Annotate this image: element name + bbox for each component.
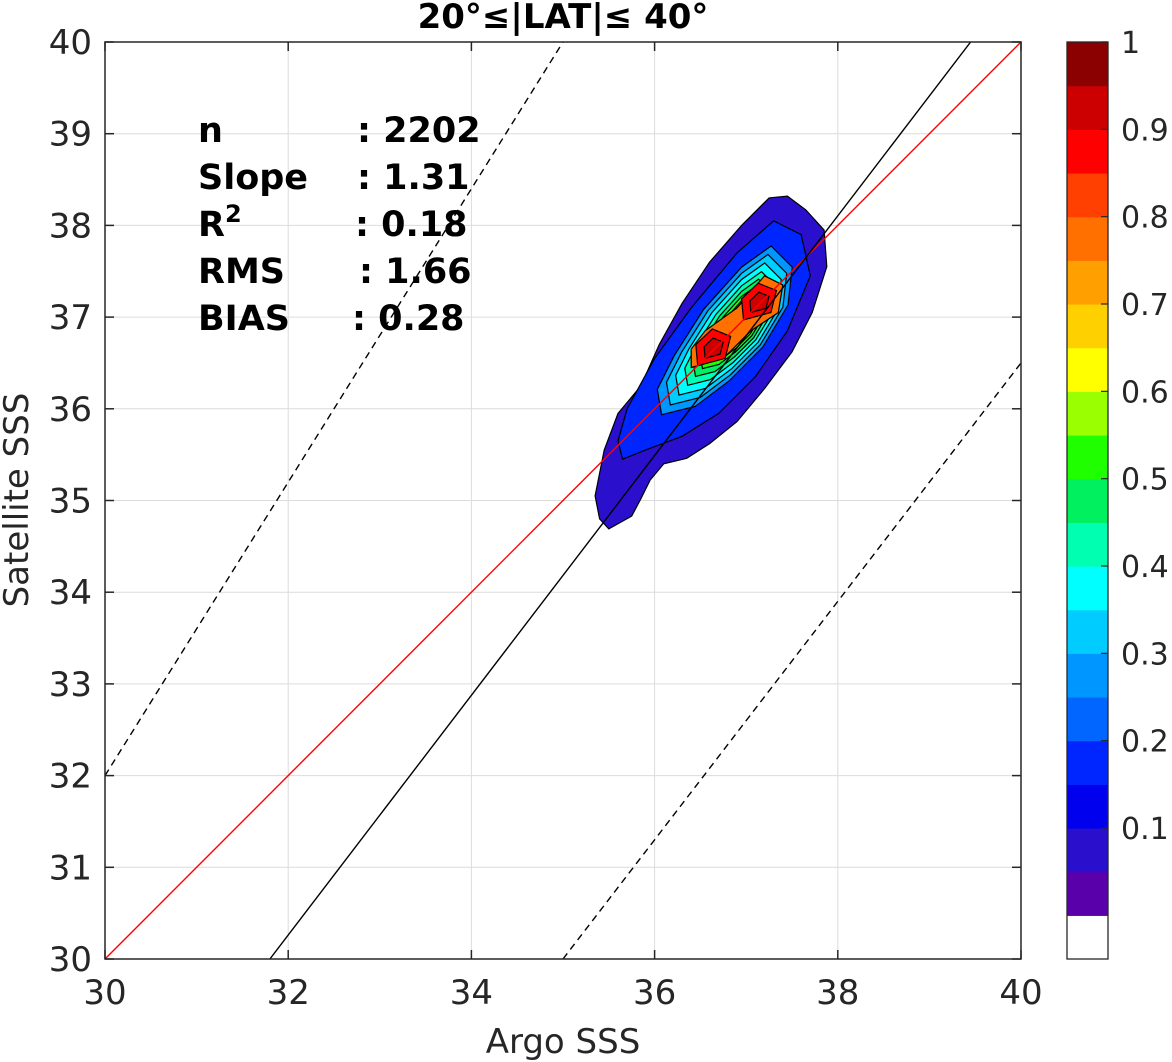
axis-ticks (104, 41, 1022, 960)
stat-value: : 0.18 (355, 205, 468, 245)
density-peak-1 (703, 337, 724, 360)
regression-fit-line (269, 42, 972, 959)
colorbar-segment (1067, 740, 1108, 785)
1-1-line-line (105, 42, 1021, 959)
density-contours (594, 195, 828, 530)
x-tick-label: 32 (267, 973, 310, 1013)
colorbar-tick-label: 0.3 (1121, 637, 1169, 672)
colorbar-segment (1067, 609, 1108, 654)
y-tick-label: 33 (49, 665, 92, 705)
y-tick-label: 38 (49, 206, 92, 246)
x-tick-label: 38 (816, 973, 859, 1013)
x-axis-label: Argo SSS (486, 1022, 641, 1062)
colorbar-segment (1067, 653, 1108, 698)
colorbar: 0.1 0.2 0.3 0.4 0.5 0.6 0.7 0.8 0.9 1 (1066, 26, 1169, 960)
stat-value: : 1.66 (359, 252, 472, 292)
colorbar-segment (1067, 129, 1108, 174)
stat-label: RMS (198, 252, 285, 292)
stat-value: : 1.31 (357, 158, 470, 198)
stat-label: Slope (198, 158, 308, 198)
y-tick-label: 30 (49, 940, 92, 980)
stat-label: R2 (198, 200, 242, 245)
colorbar-segment (1067, 915, 1108, 960)
colorbar-segment (1067, 522, 1108, 567)
colorbar-tick-label: 1 (1121, 26, 1140, 61)
stat-label: BIAS (198, 299, 290, 339)
colorbar-tick-label: 0.1 (1121, 812, 1169, 847)
y-tick-label: 35 (49, 482, 92, 522)
lower-bound-line (562, 362, 1021, 959)
x-tick-label: 30 (83, 973, 126, 1013)
reference-lines (105, 42, 1021, 959)
density-peak-2 (749, 291, 770, 314)
stats-annotation: n : 2202 Slope : 1.31 R2 : 0.18 RMS : 1.66 BIAS:… (198, 111, 481, 339)
colorbar-segment (1067, 42, 1108, 87)
colorbar-tick-label: 0.2 (1121, 725, 1169, 760)
x-tick-label: 36 (633, 973, 676, 1013)
y-tick-label: 40 (49, 23, 92, 63)
colorbar-segment (1067, 784, 1108, 829)
chart-title: 20°≤|LAT|≤ 40° (418, 0, 709, 37)
colorbar-segment (1067, 216, 1108, 261)
y-tick-label: 37 (49, 298, 92, 338)
colorbar-segment (1067, 828, 1108, 873)
colorbar-tick-label: 0.6 (1121, 375, 1169, 410)
stat-value: : 0.28 (352, 299, 465, 339)
colorbar-tick-label: 0.8 (1121, 201, 1169, 236)
colorbar-tick-label: 0.5 (1121, 463, 1169, 498)
colorbar-segment (1067, 871, 1108, 916)
colorbar-segment (1067, 85, 1108, 130)
colorbar-segment (1067, 566, 1108, 611)
y-tick-label: 39 (49, 115, 92, 155)
colorbar-segment (1067, 478, 1108, 523)
x-tick-label: 34 (450, 973, 493, 1013)
colorbar-segment (1067, 173, 1108, 218)
y-axis-label: Satellite SSS (0, 393, 37, 608)
colorbar-segment (1067, 304, 1108, 349)
stat-value: : 2202 (357, 111, 481, 151)
y-tick-label: 34 (49, 573, 92, 613)
colorbar-segment (1067, 347, 1108, 392)
colorbar-tick-label: 0.7 (1121, 288, 1169, 323)
x-tick-labels: 30 32 34 36 38 40 (83, 973, 1042, 1013)
y-tick-label: 31 (49, 848, 92, 888)
colorbar-frame (1066, 41, 1109, 960)
colorbar-segment (1067, 260, 1108, 305)
colorbar-tick-label: 0.9 (1121, 113, 1169, 148)
y-tick-label: 36 (49, 390, 92, 430)
stat-label: n (198, 111, 223, 151)
colorbar-segment (1067, 391, 1108, 436)
y-tick-labels: 30 31 32 33 34 35 36 37 38 39 40 (49, 23, 92, 980)
x-tick-label: 40 (999, 973, 1042, 1013)
colorbar-segment (1067, 697, 1108, 742)
y-tick-label: 32 (49, 757, 92, 797)
colorbar-tick-label: 0.4 (1121, 550, 1169, 585)
upper-bound-line (105, 42, 564, 776)
colorbar-segment (1067, 435, 1108, 480)
